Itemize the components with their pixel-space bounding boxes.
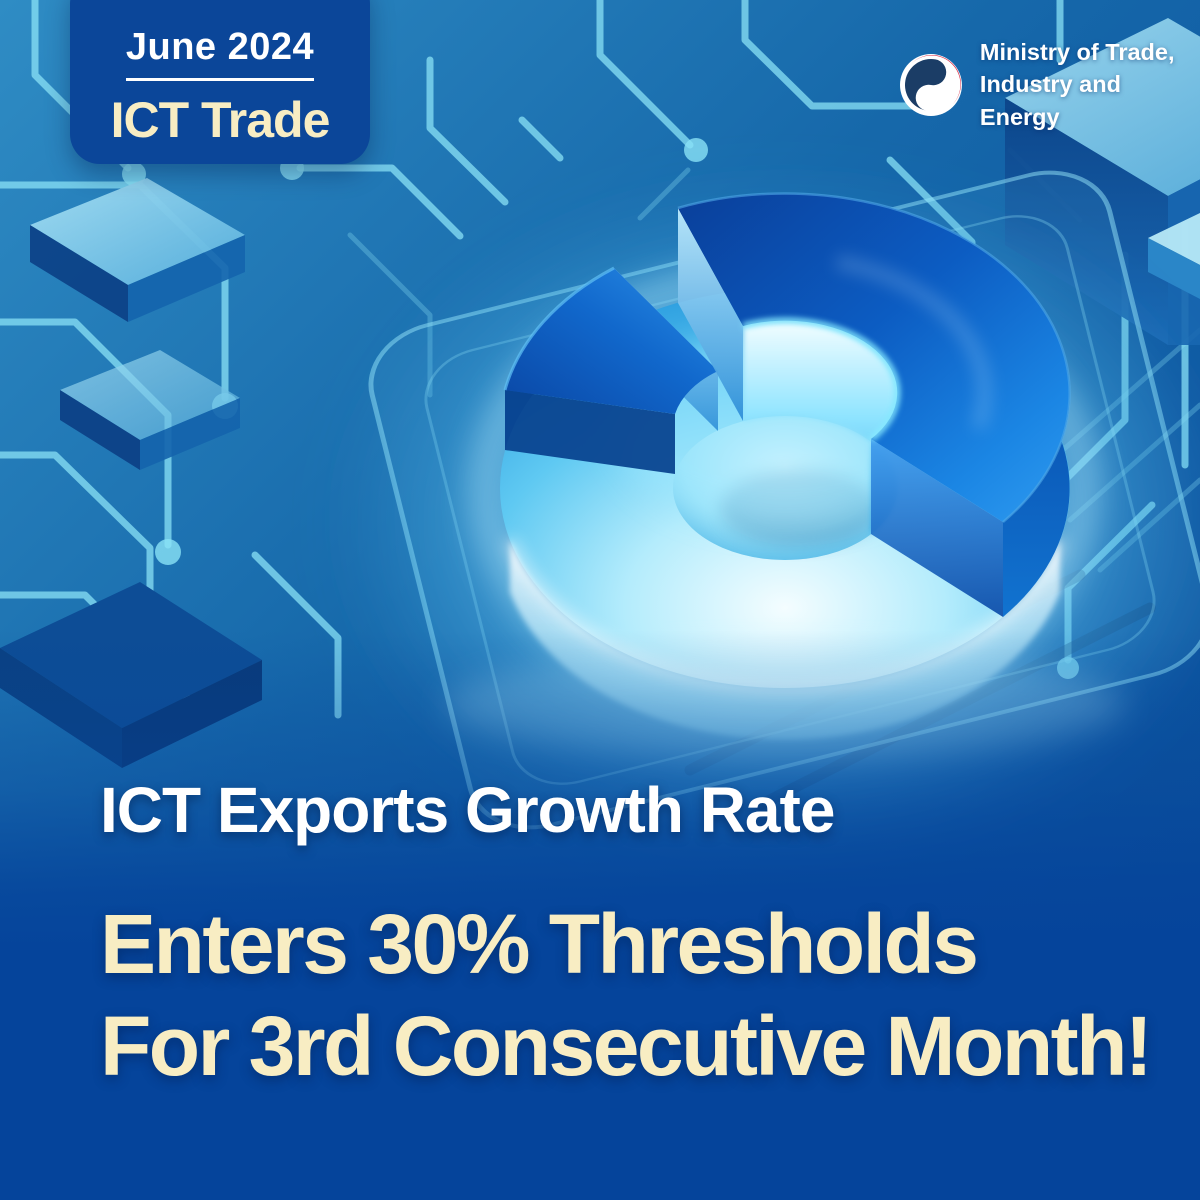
bottom-fade-overlay — [0, 630, 1200, 1200]
donut-segment-small — [503, 266, 718, 474]
ministry-name: Ministry of Trade, Industry and Energy — [980, 36, 1200, 133]
headline-line1: Enters 30% Thresholds — [100, 897, 979, 991]
taegeuk-logo-icon — [899, 53, 962, 116]
headline-kicker: ICT Exports Growth Rate — [100, 774, 835, 846]
donut-segment-big — [677, 192, 1071, 617]
headline-block: ICT Exports Growth Rate Enters 30% Thres… — [100, 773, 1153, 1098]
badge-period: June 2024 — [125, 26, 315, 81]
chip-cube-left — [30, 178, 245, 322]
badge-title: ICT Trade — [110, 92, 331, 148]
date-badge: June 2024 ICT Trade — [70, 0, 370, 164]
headline-line2: For 3rd Consecutive Month! — [100, 999, 1153, 1094]
chip-cube-right-edge — [1148, 212, 1200, 299]
ministry-name-line2: Industry and Energy — [979, 71, 1121, 130]
ministry-identity: Ministry of Trade, Industry and Energy — [899, 36, 1200, 133]
ministry-name-line1: Ministry of Trade, — [979, 39, 1175, 65]
chip-cube-left-lower — [60, 350, 240, 470]
